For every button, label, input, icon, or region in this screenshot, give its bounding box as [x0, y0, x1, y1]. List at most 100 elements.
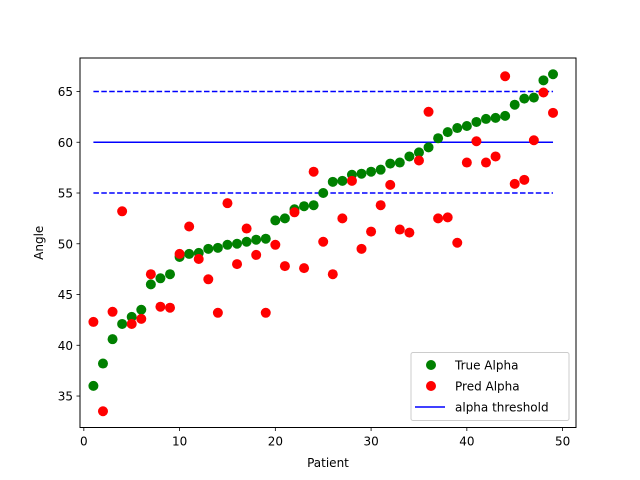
true-alpha-point-23 [299, 201, 310, 212]
y-tick-label-35: 35 [58, 390, 73, 404]
true-alpha-point-26 [327, 176, 338, 187]
true-alpha-point-49 [548, 69, 559, 80]
y-tick-label-50: 50 [58, 237, 73, 251]
pred-alpha-point-13 [203, 274, 214, 285]
pred-alpha-point-22 [289, 207, 300, 218]
true-alpha-point-16 [232, 238, 243, 249]
true-alpha-point-8 [155, 273, 166, 284]
true-alpha-point-14 [212, 242, 223, 253]
pred-alpha-point-38 [442, 212, 453, 223]
y-tick-label-40: 40 [58, 339, 73, 353]
pred-alpha-point-11 [184, 221, 195, 232]
pred-alpha-point-49 [548, 107, 559, 118]
true-alpha-point-15 [222, 239, 233, 250]
pred-alpha-point-9 [165, 302, 176, 313]
true-alpha-point-24 [308, 200, 319, 211]
true-alpha-point-31 [375, 164, 386, 175]
true-alpha-point-44 [500, 110, 511, 121]
true-alpha-point-32 [385, 158, 396, 169]
true-alpha-point-37 [433, 133, 444, 144]
pred-alpha-point-21 [279, 261, 290, 272]
pred-alpha-point-42 [480, 157, 491, 168]
x-tick-label-40: 40 [459, 435, 474, 449]
true-alpha-point-20 [270, 215, 281, 226]
legend: True Alpha Pred Alpha alpha threshold [410, 352, 570, 421]
pred-alpha-point-23 [299, 263, 310, 274]
legend-label-true-alpha: True Alpha [454, 359, 518, 373]
pred-alpha-point-7 [145, 269, 156, 280]
pred-alpha-point-37 [433, 213, 444, 224]
pred-alpha-point-15 [222, 198, 233, 209]
pred-alpha-point-39 [452, 237, 463, 248]
true-alpha-point-33 [394, 157, 405, 168]
pred-alpha-point-3 [107, 306, 118, 317]
pred-alpha-point-26 [327, 269, 338, 280]
true-alpha-point-43 [490, 112, 501, 123]
pred-alpha-point-43 [490, 151, 501, 162]
true-alpha-point-25 [318, 188, 329, 199]
pred-alpha-point-18 [251, 249, 262, 260]
true-alpha-point-47 [528, 92, 539, 103]
pred-alpha-point-40 [461, 157, 472, 168]
true-alpha-point-30 [366, 166, 377, 177]
pred-alpha-point-34 [404, 227, 415, 238]
pred-alpha-point-20 [270, 239, 281, 250]
pred-alpha-point-27 [337, 213, 348, 224]
legend-box [410, 352, 570, 421]
true-alpha-point-2 [97, 358, 108, 369]
true-alpha-point-6 [136, 304, 147, 315]
true-alpha-point-42 [480, 113, 491, 124]
pred-alpha-point-31 [375, 200, 386, 211]
legend-label-alpha-threshold: alpha threshold [455, 401, 549, 415]
true-alpha-point-18 [251, 234, 262, 245]
true-alpha-point-13 [203, 243, 214, 254]
pred-alpha-point-45 [509, 178, 520, 189]
pred-alpha-point-2 [97, 406, 108, 417]
legend-label-pred-alpha: Pred Alpha [455, 380, 520, 394]
legend-marker-pred-alpha [426, 381, 436, 391]
pred-alpha-point-19 [260, 307, 271, 318]
pred-alpha-point-41 [471, 136, 482, 147]
pred-alpha-point-25 [318, 236, 329, 247]
true-alpha-point-45 [509, 99, 520, 110]
pred-alpha-point-10 [174, 248, 185, 259]
pred-alpha-point-47 [528, 135, 539, 146]
pred-alpha-point-28 [346, 175, 357, 186]
true-alpha-point-39 [452, 123, 463, 134]
pred-alpha-point-17 [241, 223, 252, 234]
true-alpha-point-4 [117, 318, 128, 329]
true-alpha-point-5 [126, 311, 137, 322]
true-alpha-point-46 [519, 93, 530, 104]
y-tick-label-55: 55 [58, 187, 73, 201]
x-axis-label: Patient [307, 456, 349, 470]
true-alpha-point-29 [356, 168, 367, 179]
x-tick-label-10: 10 [172, 435, 187, 449]
pred-alpha-point-46 [519, 174, 530, 185]
plot-marks [88, 69, 559, 417]
pred-alpha-point-6 [136, 313, 147, 324]
true-alpha-point-38 [442, 127, 453, 138]
true-alpha-point-19 [260, 233, 271, 244]
true-alpha-point-7 [145, 279, 156, 290]
true-alpha-point-41 [471, 116, 482, 127]
pred-alpha-point-5 [126, 318, 137, 329]
true-alpha-point-48 [538, 75, 549, 86]
pred-alpha-point-35 [413, 155, 424, 166]
true-alpha-point-3 [107, 334, 118, 345]
legend-marker-true-alpha [426, 360, 436, 370]
true-alpha-point-40 [461, 121, 472, 132]
pred-alpha-point-44 [500, 71, 511, 82]
pred-alpha-point-48 [538, 87, 549, 98]
pred-alpha-point-14 [212, 307, 223, 318]
pred-alpha-point-4 [117, 206, 128, 217]
pred-alpha-point-33 [394, 224, 405, 235]
true-alpha-point-11 [184, 248, 195, 259]
pred-alpha-point-12 [193, 253, 204, 264]
y-tick-label-65: 65 [58, 85, 73, 99]
true-alpha-point-35 [413, 147, 424, 158]
true-alpha-point-27 [337, 175, 348, 186]
pred-alpha-point-29 [356, 243, 367, 254]
plot-frame [79, 57, 577, 428]
